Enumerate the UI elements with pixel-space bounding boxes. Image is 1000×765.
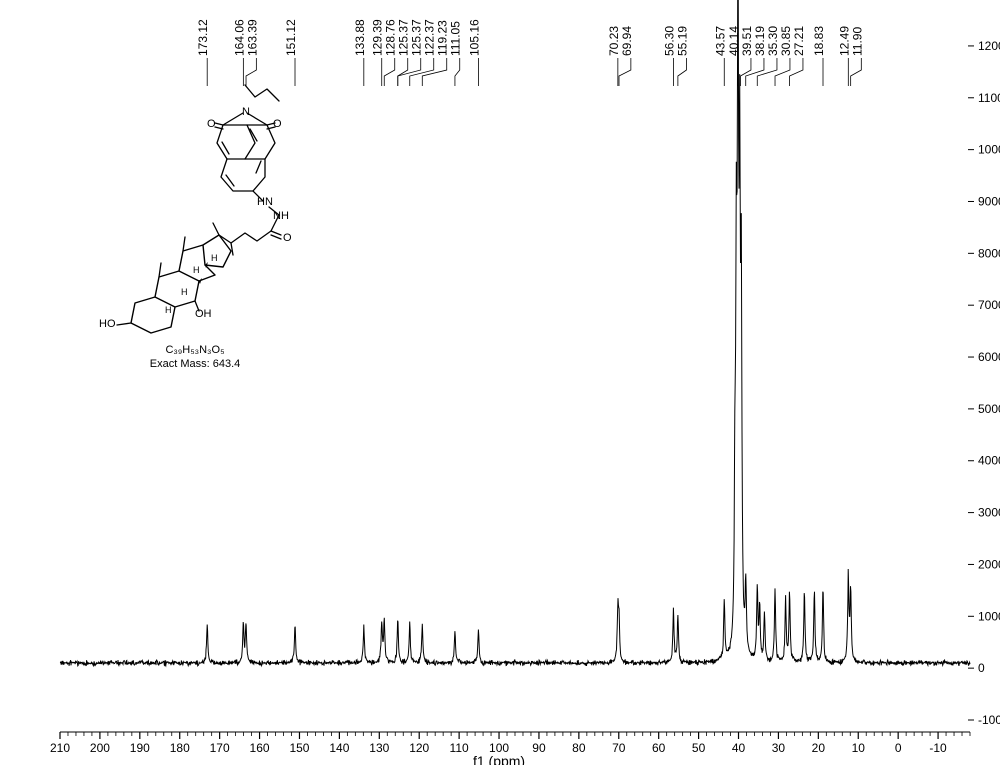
xtick-label: 160 [250,741,270,755]
svg-text:H: H [165,305,172,315]
peak-label: 122.37 [423,19,437,56]
ytick-label: 9000 [978,194,1000,208]
xtick-label: 40 [732,741,746,755]
molecule-formula: C₃₉H₅₃N₃O₅ [165,344,224,356]
xtick-label: 190 [130,741,150,755]
ytick-label: 11000 [978,91,1000,105]
xtick-label: 210 [50,741,70,755]
ytick-label: 4000 [978,454,1000,468]
svg-text:O: O [273,118,282,130]
peak-label: 151.12 [284,19,298,56]
peak-label: 12.49 [837,26,851,56]
xtick-label: 200 [90,741,110,755]
xtick-label: 10 [852,741,866,755]
xtick-label: 90 [532,741,546,755]
xtick-label: 150 [289,741,309,755]
svg-text:HO: HO [99,318,116,330]
xtick-label: 30 [772,741,786,755]
nmr-spectrum-figure: -100001000200030004000500060007000800090… [0,0,1000,765]
peak-label: 56.30 [662,26,676,56]
xtick-label: 130 [369,741,389,755]
ytick-label: 1000 [978,609,1000,623]
peak-label: 55.19 [675,26,689,56]
xtick-label: 120 [409,741,429,755]
svg-text:N: N [242,106,250,118]
xtick-label: 0 [895,741,902,755]
xtick-label: 170 [210,741,230,755]
xtick-label: 110 [450,741,469,755]
xtick-label: 20 [812,741,826,755]
peak-label: 38.19 [753,26,767,56]
ytick-label: 10000 [978,143,1000,157]
ytick-label: 12000 [978,39,1000,53]
peak-label: 105.16 [467,19,481,56]
ytick-label: 7000 [978,298,1000,312]
peak-label: 119.23 [436,20,450,56]
peak-label: 27.21 [792,26,806,56]
xtick-label: -10 [929,741,947,755]
svg-text:H: H [181,287,188,297]
ytick-label: 6000 [978,350,1000,364]
svg-text:OH: OH [195,308,212,320]
xtick-label: 140 [329,741,349,755]
peak-label: 128.76 [384,19,398,56]
ytick-label: 0 [978,661,985,675]
svg-text:O: O [283,232,292,244]
ytick-label: 8000 [978,246,1000,260]
xtick-label: 80 [572,741,586,755]
molecule-mass: Exact Mass: 643.4 [150,358,241,370]
peak-label: 18.83 [812,26,826,56]
peak-label: 125.37 [397,19,411,56]
peak-label: 163.39 [245,19,259,56]
peak-label: 43.57 [713,26,727,56]
peak-label: 173.12 [196,19,210,56]
ytick-label: 5000 [978,402,1000,416]
peak-label: 35.30 [766,26,780,56]
peak-label: 69.94 [620,26,634,56]
peak-label: 125.37 [410,19,424,56]
xtick-label: 70 [612,741,626,755]
peak-label: 133.88 [353,19,367,56]
peak-label: 129.39 [371,19,385,56]
peak-label: 30.85 [779,26,793,56]
peak-label: 111.05 [449,21,463,56]
peak-label: 70.23 [607,26,621,56]
peak-label: 164.06 [232,19,246,56]
peak-label: 39.51 [740,26,754,56]
xtick-label: 50 [692,741,706,755]
svg-text:H: H [211,253,218,263]
x-axis-label: f1 (ppm) [473,753,525,765]
ytick-label: 2000 [978,557,1000,571]
svg-text:H: H [193,265,200,275]
peak-label: 40.14 [727,26,741,56]
svg-text:O: O [207,118,216,130]
ytick-label: 3000 [978,506,1000,520]
ytick-label: -1000 [978,713,1000,727]
xtick-label: 180 [170,741,190,755]
xtick-label: 60 [652,741,666,755]
peak-label: 11.90 [850,27,864,56]
